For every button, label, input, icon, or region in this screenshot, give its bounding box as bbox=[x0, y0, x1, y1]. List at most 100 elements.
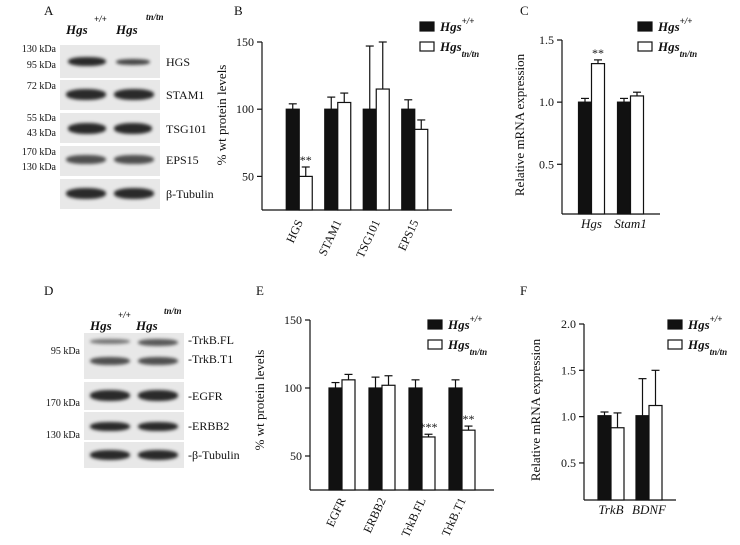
chart-e-legend-label: Hgs+/+ bbox=[447, 314, 482, 332]
chart-f-y-tick-label: 1.5 bbox=[561, 363, 576, 377]
chart-e-y-tick-label: 150 bbox=[284, 313, 302, 327]
kda-marker: 170 kDa bbox=[21, 147, 56, 158]
chart-e-x-tick-label: EGFR bbox=[323, 495, 349, 529]
chart-e-y-axis-label: % wt protein levels bbox=[252, 350, 267, 451]
blot-strip-tubulin bbox=[84, 442, 184, 468]
chart-c-bar bbox=[590, 63, 606, 215]
chart-c-bar bbox=[629, 95, 645, 215]
chart-e-legend-swatch bbox=[427, 319, 443, 330]
chart-f-x-tick-label: BDNF bbox=[632, 502, 667, 517]
chart-e-y-tick-label: 50 bbox=[290, 449, 302, 463]
kda-marker: 55 kDa bbox=[26, 113, 56, 124]
band-label: -TrkB.FL bbox=[188, 333, 234, 347]
blot-strip-tsg101 bbox=[60, 113, 160, 143]
chart-b-x-tick-label: TSG101 bbox=[353, 217, 383, 260]
chart-e-x-tick-label: ERBB2 bbox=[360, 495, 388, 535]
chart-f-y-tick-label: 2.0 bbox=[561, 317, 576, 331]
panel-letter-c: C bbox=[520, 3, 529, 18]
chart-e-x-tick-label: TrkB.T1 bbox=[439, 495, 469, 538]
blot-strip-stam1 bbox=[60, 80, 160, 110]
chart-e-significance-label: *** bbox=[420, 420, 438, 434]
chart-b-bar bbox=[298, 175, 313, 211]
chart-e-y-tick-label: 100 bbox=[284, 381, 302, 395]
chart-b-y-tick-label: 150 bbox=[236, 35, 254, 49]
genotype-mut-label: Hgs bbox=[136, 318, 158, 333]
chart-e-bar bbox=[421, 436, 436, 491]
chart-f-bar bbox=[635, 415, 650, 501]
chart-b-x-tick-label: HGS bbox=[283, 217, 306, 245]
chart-c-legend-swatch bbox=[637, 41, 653, 52]
blot-strip-egfr bbox=[84, 382, 184, 410]
chart-b-y-axis-label: % wt protein levels bbox=[214, 65, 229, 166]
chart-b-bar bbox=[362, 108, 377, 211]
chart-b-x-tick-label: STAM1 bbox=[316, 217, 345, 258]
chart-f-legend-label: Hgstn/tn bbox=[687, 337, 727, 357]
chart-f-y-axis-label: Relative mRNA expression bbox=[528, 338, 543, 481]
genotype-mut-superscript: tn/tn bbox=[146, 12, 164, 22]
chart-f-legend-label: Hgs+/+ bbox=[687, 314, 722, 332]
chart-e-bar bbox=[368, 387, 383, 491]
chart-c-legend-label: Hgs+/+ bbox=[657, 16, 692, 34]
chart-b-legend-label: Hgs+/+ bbox=[439, 16, 474, 34]
chart-b-bar bbox=[401, 108, 416, 211]
band-label: HGS bbox=[166, 55, 191, 69]
blot-strip-eps15 bbox=[60, 146, 160, 176]
chart-b-bar bbox=[414, 128, 429, 211]
chart-e-bar bbox=[341, 379, 356, 491]
chart-c-x-tick-label: Hgs bbox=[580, 216, 602, 231]
chart-b-bar bbox=[285, 108, 300, 211]
band-label: -TrkB.T1 bbox=[188, 352, 234, 366]
band-label: STAM1 bbox=[166, 88, 205, 102]
chart-f-bar bbox=[648, 404, 663, 501]
chart-e-bar bbox=[461, 429, 476, 491]
chart-e-bar bbox=[448, 387, 463, 491]
kda-marker: 130 kDa bbox=[21, 162, 56, 173]
genotype-wt-superscript: +/+ bbox=[118, 310, 131, 320]
chart-e-significance-label: ** bbox=[463, 412, 475, 426]
kda-marker: 72 kDa bbox=[26, 81, 56, 92]
chart-c-y-tick-label: 1.5 bbox=[539, 33, 554, 47]
panel-letter-b: B bbox=[234, 3, 243, 18]
chart-b-legend-swatch bbox=[419, 41, 435, 52]
chart-c-y-axis-label: Relative mRNA expression bbox=[512, 53, 527, 196]
chart-f-y-tick-label: 0.5 bbox=[561, 456, 576, 470]
genotype-mut-label: Hgs bbox=[116, 22, 138, 37]
band-label: EPS15 bbox=[166, 153, 199, 167]
chart-e-x-tick-label: TrkB.FL bbox=[398, 495, 428, 539]
chart-f-bar bbox=[610, 427, 625, 501]
panel-letter-a: A bbox=[44, 3, 54, 18]
chart-f-legend-swatch bbox=[667, 319, 683, 330]
chart-e-bar bbox=[381, 384, 396, 491]
chart-c-legend-label: Hgstn/tn bbox=[657, 39, 697, 59]
band-label: -ERBB2 bbox=[188, 419, 230, 433]
chart-b-legend-swatch bbox=[419, 21, 435, 32]
chart-f-x-tick-label: TrkB bbox=[598, 502, 623, 517]
blot-strip-erbb2 bbox=[84, 412, 184, 440]
chart-b-y-tick-label: 50 bbox=[242, 169, 254, 183]
kda-marker: 170 kDa bbox=[45, 398, 80, 409]
chart-b-significance-label: ** bbox=[300, 153, 312, 167]
chart-f-legend-swatch bbox=[667, 339, 683, 350]
chart-c-bar bbox=[577, 101, 593, 215]
kda-marker: 95 kDa bbox=[50, 346, 80, 357]
genotype-mut-superscript: tn/tn bbox=[164, 306, 182, 316]
blot-strip-hgs bbox=[60, 45, 160, 78]
band-label: TSG101 bbox=[166, 122, 207, 136]
chart-b-legend-label: Hgstn/tn bbox=[439, 39, 479, 59]
chart-e-legend-swatch bbox=[427, 339, 443, 350]
panel-letter-f: F bbox=[520, 283, 528, 298]
panel-letter-e: E bbox=[256, 283, 264, 298]
genotype-wt-label: Hgs bbox=[66, 22, 88, 37]
chart-c-y-tick-label: 0.5 bbox=[539, 157, 554, 171]
blot-strip-trkb bbox=[84, 333, 184, 379]
kda-marker: 130 kDa bbox=[21, 44, 56, 55]
chart-b-x-tick-label: EPS15 bbox=[395, 217, 422, 253]
chart-c-significance-label: ** bbox=[592, 46, 604, 60]
chart-c-legend-swatch bbox=[637, 21, 653, 32]
band-label: -β-Tubulin bbox=[188, 448, 240, 462]
chart-b-y-tick-label: 100 bbox=[236, 102, 254, 116]
chart-c-x-tick-label: Stam1 bbox=[614, 216, 647, 231]
chart-e-legend-label: Hgstn/tn bbox=[447, 337, 487, 357]
chart-f-y-tick-label: 1.0 bbox=[561, 410, 576, 424]
